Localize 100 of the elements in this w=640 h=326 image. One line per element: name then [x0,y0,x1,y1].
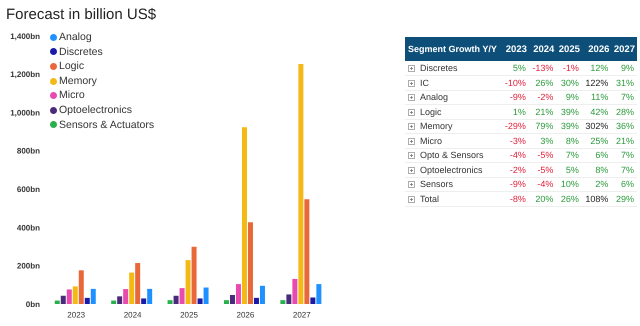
data-label: 122% [584,76,610,90]
y-tick-label: 800bn [16,146,40,156]
data-label: 29% [614,192,635,206]
bar [292,278,298,304]
legend-label: Optoelectronics [59,104,132,116]
bar [186,260,191,304]
bar [298,64,304,304]
x-tick-label: 2025 [180,310,198,320]
data-label: 28% [614,106,635,119]
data-label: 9% [564,91,580,104]
data-label: -29% [504,120,527,134]
bar [192,246,197,304]
data-label: 39% [560,106,580,119]
y-tick-label: Total [419,192,440,206]
legend-label: Micro [59,89,85,102]
x-tick-label: 2024 [532,42,556,56]
bar [60,296,66,304]
data-label: -5% [536,149,554,162]
data-label: 1% [512,106,527,119]
data-label: 9% [620,62,635,75]
bar [180,288,185,304]
y-tick-label: Opto & Sensors [419,149,485,162]
bar [54,300,60,304]
legend-label: Logic [59,60,84,72]
data-label: -10% [504,76,527,90]
legend-label: Memory [59,74,97,87]
bar [204,288,209,304]
data-label: 6% [594,149,610,162]
bar [90,288,96,304]
data-label: 302% [584,120,610,134]
data-label: 11% [590,91,610,104]
data-label: -3% [508,134,527,148]
bar [254,298,259,304]
bar [230,295,235,304]
bar [123,289,128,304]
y-tick-label: 200bn [16,262,40,271]
data-label: 3% [539,134,554,148]
y-tick-label: 1,000bn [10,108,40,118]
legend-label: Discretes [59,46,103,58]
bar [66,289,72,304]
x-tick-label: 2026 [236,310,255,320]
bar [147,288,152,304]
data-label: -1% [562,62,580,75]
y-tick-label: Logic [419,106,443,119]
bar [242,127,247,304]
bar [117,296,122,304]
data-label: 20% [534,192,554,206]
data-label: -9% [508,178,527,192]
bar [78,270,84,304]
data-label: 7% [620,164,635,177]
data-label: -4% [536,178,554,192]
data-label: 39% [560,120,580,134]
y-tick-label: 1,400bn [10,32,40,41]
bar [135,263,140,304]
bar [84,298,90,304]
y-tick-label: 600bn [16,184,40,194]
x-tick-label: 2023 [504,42,528,56]
x-tick-label: 2027 [292,310,312,320]
bar [168,300,173,304]
y-tick-label: 0bn [26,300,40,309]
data-label: 7% [620,149,635,162]
data-label: -9% [508,91,527,104]
y-tick-label: Discretes [419,62,459,75]
data-label: -8% [508,192,527,206]
y-tick-label: Sensors [419,178,454,192]
chart-title: Forecast in billion US$ [6,6,156,23]
data-label: 36% [614,120,635,134]
data-label: 8% [594,164,610,177]
bar [224,300,229,304]
x-tick-label: 2024 [124,310,142,320]
x-tick-label: 2026 [587,42,610,56]
data-label: 21% [614,134,635,148]
data-label: 31% [614,76,635,90]
y-tick-label: Optoelectronics [419,164,484,177]
data-label: 5% [512,62,527,75]
data-label: 7% [564,149,580,162]
bar [304,199,310,304]
data-label: 25% [589,134,610,148]
y-tick-label: Memory [419,120,454,134]
bar [141,298,146,304]
x-tick-label: 2027 [612,42,636,56]
data-label: -13% [531,62,554,75]
bar [174,296,179,304]
bar [286,294,292,304]
bar [260,286,265,304]
bar [248,222,253,304]
data-label: 12% [589,62,610,75]
data-label: -2% [508,164,527,177]
data-label: -5% [536,164,554,177]
bar [236,284,241,304]
data-label: 6% [620,178,635,192]
data-label: 30% [560,76,580,90]
y-tick-label: Analog [419,91,450,104]
bar [280,300,286,304]
chart-title: Segment Growth Y/Y [407,43,498,56]
data-label: 2% [594,178,610,192]
y-tick-label: IC [419,76,430,90]
bar [198,298,203,304]
legend-label: Analog [59,31,92,43]
x-tick-label: 2023 [67,310,86,320]
